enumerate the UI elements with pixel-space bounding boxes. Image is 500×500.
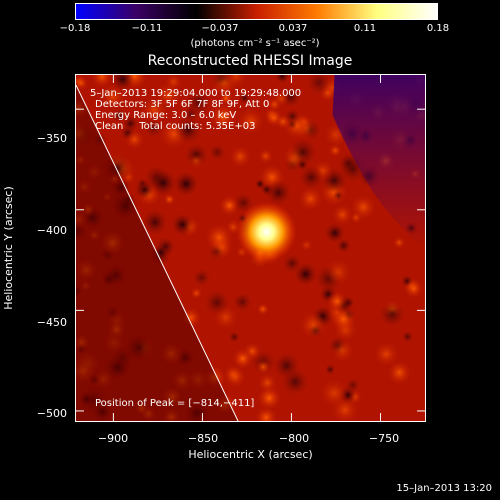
detectors-label: Detectors: 3F 5F 6F 7F 8F 9F, Att 0 [95, 99, 270, 110]
colorbar [75, 3, 438, 20]
texture-blob [91, 75, 113, 87]
texture-blob [331, 306, 356, 332]
texture-blob [163, 193, 176, 206]
texture-blob [328, 144, 342, 157]
x-tick-label: −750 [368, 432, 400, 445]
texture-blob [282, 254, 302, 273]
texture-blob [224, 364, 242, 383]
plot-area: 5–Jan–2013 19:29:04.000 to 19:29:48.000 … [75, 74, 426, 422]
colorbar-tick: 0.11 [353, 23, 377, 34]
texture-blob [165, 75, 182, 90]
texture-blob [238, 91, 251, 105]
texture-blob [232, 348, 253, 369]
texture-blob [404, 279, 424, 298]
texture-blob [189, 153, 204, 168]
texture-blob [171, 213, 194, 236]
texture-blob [136, 178, 148, 189]
texture-blob [100, 84, 126, 110]
colorbar-tick: −0.037 [201, 23, 239, 34]
texture-blob [142, 209, 168, 236]
texture-blob [298, 187, 323, 211]
texture-blob [190, 287, 203, 299]
texture-blob [141, 97, 167, 123]
texture-blob [237, 108, 264, 135]
texture-blob [76, 76, 88, 91]
texture-blob [274, 91, 289, 107]
time-range-label: 5–Jan–2013 19:29:04.000 to 19:29:48.000 [90, 88, 302, 99]
texture-blob [324, 259, 352, 286]
colorbar-gradient [76, 4, 437, 19]
y-tick-label: −450 [36, 316, 67, 329]
colorbar-tick: 0.037 [278, 23, 308, 34]
texture-blob [228, 331, 240, 343]
x-tick-label: −800 [278, 432, 310, 445]
texture-blob [143, 118, 164, 138]
texture-blob [125, 129, 145, 149]
energy-range-label: Energy Range: 3.0 – 6.0 keV [95, 110, 237, 121]
texture-blob [256, 359, 271, 375]
y-tick-label: −350 [36, 132, 67, 145]
texture-blob [229, 146, 251, 167]
texture-blob [233, 192, 254, 213]
texture-blob [210, 103, 237, 130]
x-tick-label: −900 [97, 432, 129, 445]
texture-blob [205, 224, 233, 251]
texture-blob [393, 236, 406, 249]
texture-blob [401, 330, 414, 343]
texture-blob [387, 361, 412, 385]
texture-blob [320, 379, 348, 407]
texture-blob [324, 364, 336, 375]
texture-blob [112, 109, 126, 123]
texture-blob [265, 179, 292, 206]
method-label: Clean Total counts: 5.35E+03 [95, 121, 256, 132]
peak-source [236, 202, 297, 262]
heatmap-image [76, 75, 425, 421]
texture-blob [374, 342, 399, 366]
texture-blob [272, 352, 301, 380]
footer-date: 15–Jan–2013 13:20 [396, 483, 492, 494]
texture-blob [232, 292, 252, 312]
colorbar-tick: 0.18 [426, 23, 450, 34]
texture-blob [182, 106, 199, 122]
texture-blob [300, 311, 327, 339]
colorbar-units: (photons cm⁻² s⁻¹ asec⁻²) [190, 38, 320, 49]
texture-blob [173, 171, 199, 197]
solar-limb-line [76, 84, 239, 421]
texture-blob [275, 114, 291, 129]
negative-region [332, 75, 425, 249]
texture-blob [333, 190, 344, 201]
texture-blob [257, 386, 281, 410]
y-axis-label: Heliocentric Y (arcsec) [2, 124, 15, 310]
texture-blob [211, 75, 237, 96]
texture-blob [331, 339, 354, 362]
colorbar-tick: −0.18 [59, 23, 91, 34]
texture-blob [379, 301, 405, 327]
texture-blob [324, 222, 345, 243]
texture-blob [192, 268, 211, 287]
peak-position-label: Position of Peak = [−814,−411] [95, 398, 255, 409]
y-axis-label-text: Heliocentric Y (arcsec) [2, 186, 15, 310]
texture-blob [204, 289, 230, 316]
texture-blob [300, 239, 313, 251]
texture-blob [275, 75, 290, 84]
texture-blob [288, 138, 317, 167]
texture-blob [351, 195, 376, 220]
texture-blob [208, 143, 226, 161]
chart-title: Reconstructed RHESSI Image [147, 53, 353, 69]
texture-blob [332, 204, 353, 225]
x-tick-label: −850 [187, 432, 219, 445]
texture-blob [326, 291, 348, 312]
texture-blob [257, 303, 269, 316]
texture-blob [255, 406, 277, 421]
colorbar-tick: −0.11 [131, 23, 163, 34]
texture-blob [174, 116, 202, 144]
texture-blob [296, 158, 309, 171]
texture-blob [336, 238, 351, 253]
y-tick-label: −400 [36, 224, 67, 237]
texture-blob [258, 148, 273, 164]
x-axis-label: Heliocentric X (arcsec) [188, 448, 313, 461]
texture-blob [299, 165, 324, 190]
y-tick-label: −500 [36, 407, 67, 420]
texture-blob [122, 115, 139, 132]
